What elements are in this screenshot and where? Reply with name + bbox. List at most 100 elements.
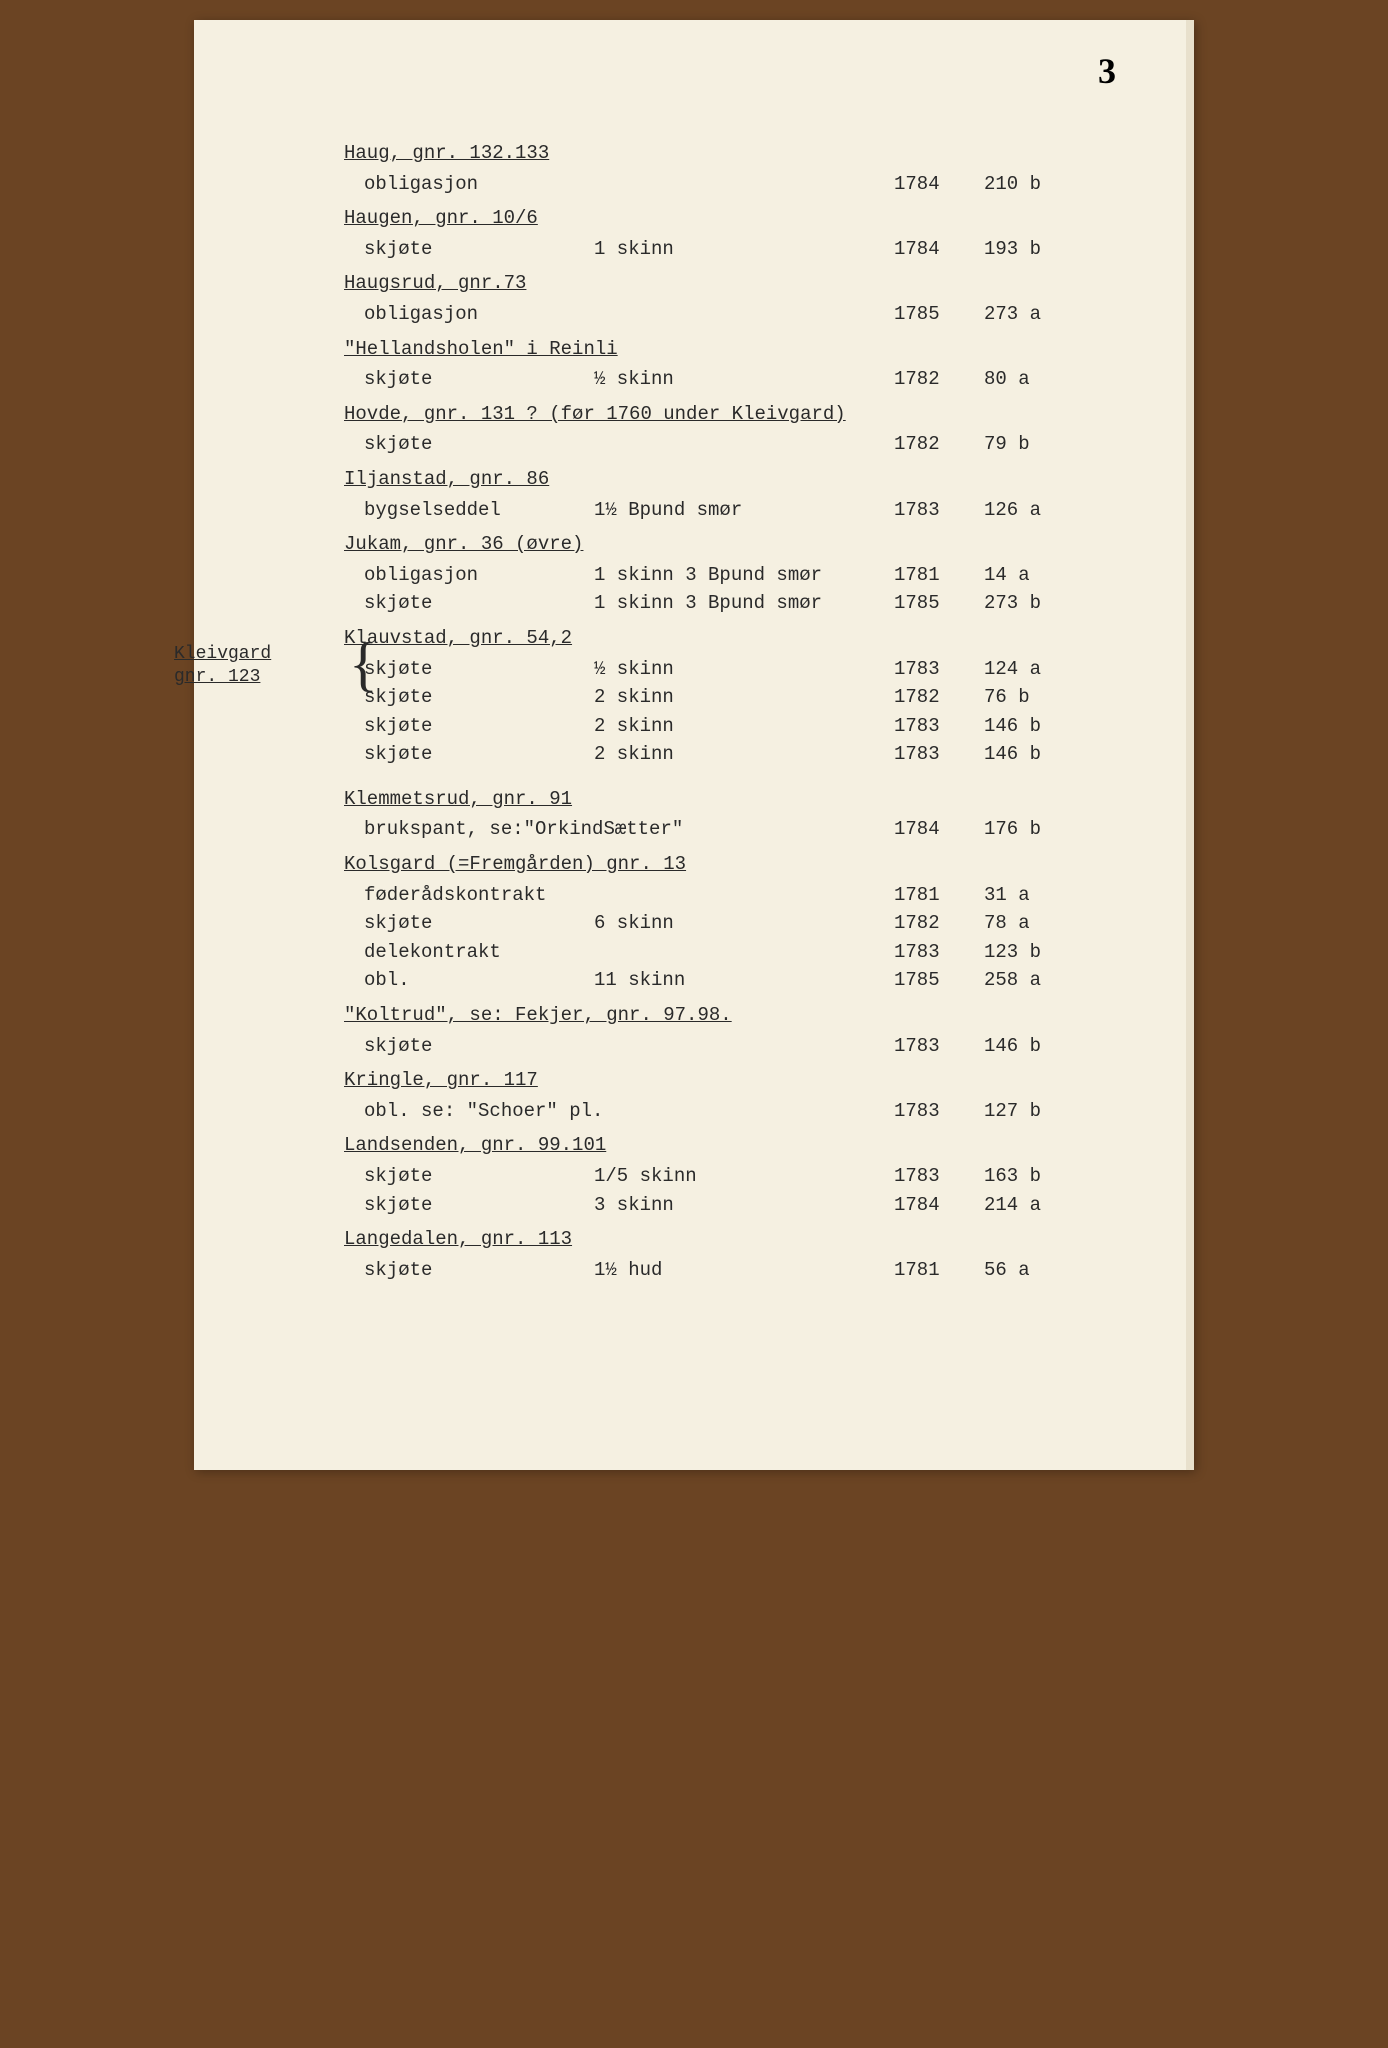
document-content: Haug, gnr. 132.133 obligasjon 1784 210 b…: [264, 140, 1116, 1283]
table-row: skjøte 1 skinn 3 Bpund smør 1785 273 b: [364, 590, 1116, 617]
table-row: brukspant, se:"OrkindSætter" 1784 176 b: [364, 816, 1116, 843]
margin-note: Kleivgard gnr. 123: [174, 643, 271, 690]
row-detail: [684, 816, 894, 843]
row-detail: ½ skinn: [594, 656, 894, 683]
row-detail: [644, 1098, 894, 1125]
row-label: skjøte: [364, 656, 594, 683]
section-header: Jukam, gnr. 36 (øvre): [344, 531, 1116, 558]
row-year: 1782: [894, 910, 984, 937]
row-year: 1785: [894, 590, 984, 617]
row-ref: 76 b: [984, 684, 1084, 711]
section-header: Hovde, gnr. 131 ? (før 1760 under Kleivg…: [344, 401, 1116, 428]
table-row: delekontrakt 1783 123 b: [364, 939, 1116, 966]
row-ref: 146 b: [984, 1033, 1084, 1060]
bracket-icon: {: [349, 649, 378, 679]
table-row: skjøte 6 skinn 1782 78 a: [364, 910, 1116, 937]
row-detail: 2 skinn: [594, 684, 894, 711]
row-ref: 80 a: [984, 366, 1084, 393]
row-year: 1782: [894, 366, 984, 393]
section-header: Haug, gnr. 132.133: [344, 140, 1116, 167]
section-header: "Koltrud", se: Fekjer, gnr. 97.98.: [344, 1002, 1116, 1029]
section-kolsgard: Kolsgard (=Fremgården) gnr. 13 føderådsk…: [264, 851, 1116, 994]
section-header: Landsenden, gnr. 99.101: [344, 1132, 1116, 1159]
row-detail: [594, 882, 894, 909]
section-header: Haugen, gnr. 10/6: [344, 205, 1116, 232]
row-year: 1784: [894, 171, 984, 198]
row-ref: 127 b: [984, 1098, 1084, 1125]
row-ref: 123 b: [984, 939, 1084, 966]
row-label: brukspant, se:"OrkindSætter": [364, 816, 684, 843]
row-detail: 1½ hud: [594, 1257, 894, 1284]
row-ref: 14 a: [984, 562, 1084, 589]
row-label: skjøte: [364, 431, 594, 458]
section-header: Klemmetsrud, gnr. 91: [344, 786, 1116, 813]
section-header: Kolsgard (=Fremgården) gnr. 13: [344, 851, 1116, 878]
section-header: Haugsrud, gnr.73: [344, 270, 1116, 297]
row-ref: 273 b: [984, 590, 1084, 617]
row-label: obligasjon: [364, 301, 594, 328]
row-label: skjøte: [364, 910, 594, 937]
row-ref: 193 b: [984, 236, 1084, 263]
row-year: 1783: [894, 656, 984, 683]
row-ref: 214 a: [984, 1192, 1084, 1219]
row-detail: 2 skinn: [594, 713, 894, 740]
table-row: skjøte 1782 79 b: [364, 431, 1116, 458]
table-row: skjøte 1½ hud 1781 56 a: [364, 1257, 1116, 1284]
section-hovde: Hovde, gnr. 131 ? (før 1760 under Kleivg…: [264, 401, 1116, 458]
row-label: obl. se: "Schoer" pl.: [364, 1098, 644, 1125]
row-detail: [594, 431, 894, 458]
row-label: obligasjon: [364, 562, 594, 589]
row-year: 1785: [894, 967, 984, 994]
section-klemmetsrud: Klemmetsrud, gnr. 91 brukspant, se:"Orki…: [264, 786, 1116, 843]
table-row: skjøte 1 skinn 1784 193 b: [364, 236, 1116, 263]
row-year: 1783: [894, 741, 984, 768]
section-header: "Hellandsholen" i Reinli: [344, 336, 1116, 363]
table-row: skjøte 3 skinn 1784 214 a: [364, 1192, 1116, 1219]
section-langedalen: Langedalen, gnr. 113 skjøte 1½ hud 1781 …: [264, 1226, 1116, 1283]
row-detail: 2 skinn: [594, 741, 894, 768]
table-row: skjøte 1783 146 b: [364, 1033, 1116, 1060]
row-ref: 78 a: [984, 910, 1084, 937]
section-koltrud: "Koltrud", se: Fekjer, gnr. 97.98. skjøt…: [264, 1002, 1116, 1059]
row-year: 1784: [894, 1192, 984, 1219]
row-detail: 3 skinn: [594, 1192, 894, 1219]
row-label: skjøte: [364, 1163, 594, 1190]
row-ref: 163 b: [984, 1163, 1084, 1190]
row-label: skjøte: [364, 713, 594, 740]
row-ref: 126 a: [984, 497, 1084, 524]
row-year: 1784: [894, 816, 984, 843]
row-year: 1781: [894, 882, 984, 909]
row-year: 1782: [894, 684, 984, 711]
table-row: føderådskontrakt 1781 31 a: [364, 882, 1116, 909]
table-row: skjøte 1/5 skinn 1783 163 b: [364, 1163, 1116, 1190]
section-jukam: Jukam, gnr. 36 (øvre) obligasjon 1 skinn…: [264, 531, 1116, 617]
row-year: 1783: [894, 1033, 984, 1060]
row-detail: [594, 939, 894, 966]
table-row: skjøte 2 skinn 1783 146 b: [364, 713, 1116, 740]
row-year: 1784: [894, 236, 984, 263]
section-iljanstad: Iljanstad, gnr. 86 bygselseddel 1½ Bpund…: [264, 466, 1116, 523]
row-year: 1783: [894, 1098, 984, 1125]
row-label: skjøte: [364, 366, 594, 393]
row-ref: 258 a: [984, 967, 1084, 994]
row-detail: 1/5 skinn: [594, 1163, 894, 1190]
row-ref: 79 b: [984, 431, 1084, 458]
row-label: obligasjon: [364, 171, 594, 198]
row-label: føderådskontrakt: [364, 882, 594, 909]
row-ref: 124 a: [984, 656, 1084, 683]
row-year: 1783: [894, 939, 984, 966]
page-number: 3: [1098, 50, 1116, 92]
row-detail: 11 skinn: [594, 967, 894, 994]
section-header: Langedalen, gnr. 113: [344, 1226, 1116, 1253]
row-label: skjøte: [364, 1257, 594, 1284]
row-detail: 6 skinn: [594, 910, 894, 937]
row-detail: 1 skinn 3 Bpund smør: [594, 590, 894, 617]
section-klauvstad: Klauvstad, gnr. 54,2 Kleivgard gnr. 123 …: [264, 625, 1116, 768]
row-detail: [594, 301, 894, 328]
section-haug: Haug, gnr. 132.133 obligasjon 1784 210 b: [264, 140, 1116, 197]
row-detail: 1½ Bpund smør: [594, 497, 894, 524]
table-row: obl. 11 skinn 1785 258 a: [364, 967, 1116, 994]
row-year: 1785: [894, 301, 984, 328]
row-detail: 1 skinn 3 Bpund smør: [594, 562, 894, 589]
row-ref: 56 a: [984, 1257, 1084, 1284]
